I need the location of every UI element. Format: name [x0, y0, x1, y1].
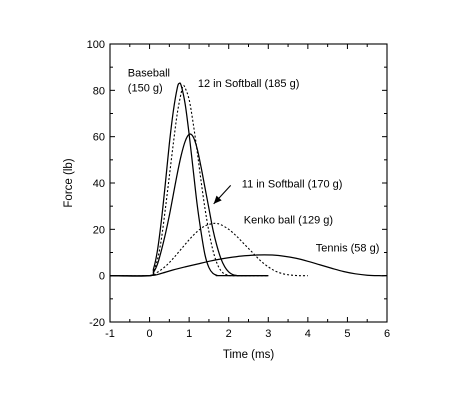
- series-line-tennis-58-g: [109, 254, 388, 277]
- annotation-label: Tennis (58 g): [316, 242, 380, 254]
- x-tick-label: 1: [186, 328, 192, 340]
- y-tick-label: 0: [99, 271, 105, 283]
- annotation-label: 11 in Softball (170 g): [242, 179, 343, 191]
- x-tick-label: 6: [384, 328, 390, 340]
- x-tick-label: 4: [305, 328, 311, 340]
- x-tick-label: -1: [105, 328, 115, 340]
- annotation-layer: Baseball (150 g) 12 in Softball (185 g) 11 …: [128, 67, 380, 254]
- y-tick-label: 100: [87, 39, 105, 51]
- axis-ticks: [109, 43, 388, 323]
- y-tick-label: -20: [89, 317, 105, 329]
- x-tick-label: 0: [147, 328, 153, 340]
- y-axis-title: Force (lb): [63, 158, 75, 207]
- series-line-12-in-softball-185-g: [109, 84, 269, 277]
- series-layer: [109, 82, 388, 277]
- x-tick-label: 3: [265, 328, 271, 340]
- series-line-baseball-150-g: [109, 82, 269, 277]
- tick-labels: -1 0 1 2 3 4 5 6 -20 0 20 40 60 80 100: [87, 39, 390, 340]
- annotation-arrow-head: [213, 195, 222, 204]
- annotation-label: Kenko ball (129 g): [244, 215, 333, 227]
- annotation-label: (150 g): [128, 82, 163, 94]
- x-tick-label: 5: [344, 328, 350, 340]
- y-tick-label: 60: [93, 132, 105, 144]
- annotation-label: Baseball: [128, 67, 170, 79]
- series-line-11-in-softball-170-g: [109, 133, 269, 277]
- annotation-label: 12 in Softball (185 g): [198, 78, 300, 90]
- x-axis-title: Time (ms): [223, 349, 274, 361]
- y-tick-label: 20: [93, 224, 105, 236]
- x-tick-label: 2: [226, 328, 232, 340]
- y-tick-label: 40: [93, 178, 105, 190]
- y-tick-label: 80: [93, 85, 105, 97]
